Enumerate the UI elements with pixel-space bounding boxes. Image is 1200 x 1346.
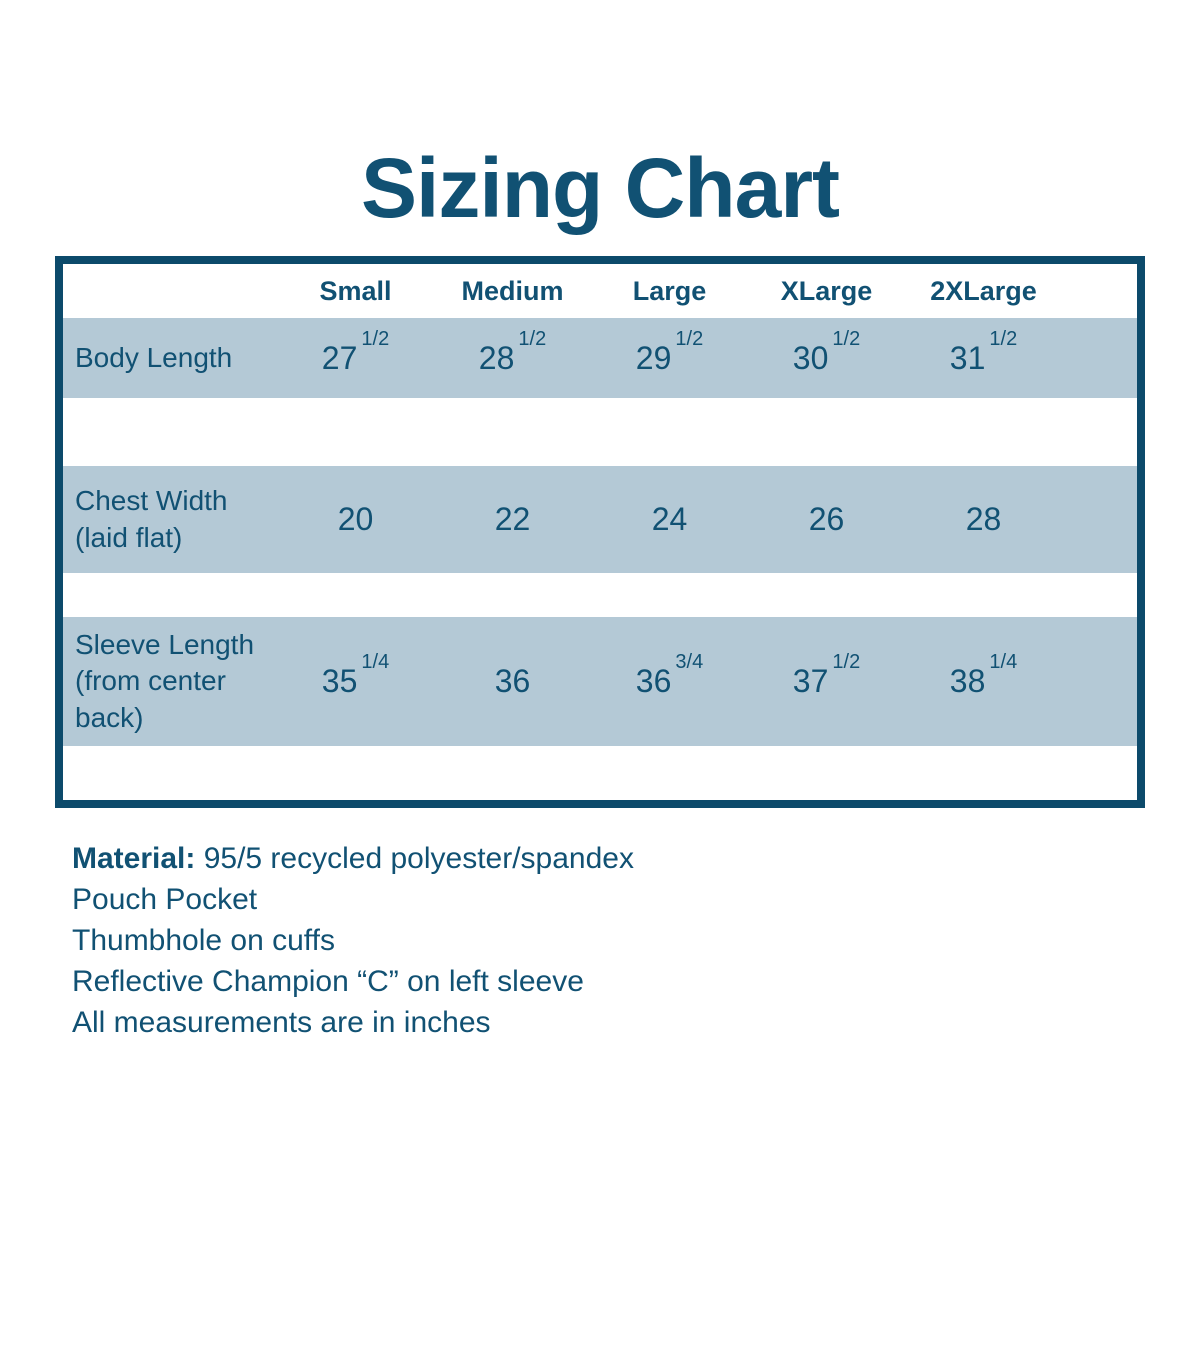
value-fraction: 1/4	[361, 651, 390, 674]
size-value: 24	[591, 501, 748, 538]
note-thumbhole: Thumbhole on cuffs	[72, 924, 335, 957]
value-whole: 28	[965, 501, 1002, 537]
row-spacer	[63, 398, 1137, 466]
note-material-label: Material:	[72, 842, 196, 875]
note-measurements: All measurements are in inches	[72, 1006, 491, 1039]
value-whole: 37	[792, 663, 829, 699]
column-header-large: Large	[632, 275, 707, 306]
table-row-sleeve-length: Sleeve Length (from center back) 351/4 3…	[63, 617, 1137, 746]
row-label-sleeve-length: Sleeve Length (from center back)	[63, 627, 277, 736]
row-label-line: back)	[75, 701, 144, 733]
value-whole: 29	[635, 339, 672, 376]
table-row-chest-width: Chest Width (laid flat) 20 22 24 26 28	[63, 466, 1137, 573]
value-fraction: 1/2	[518, 327, 547, 350]
value-fraction: 1/2	[832, 327, 861, 350]
size-value: 28	[905, 501, 1062, 538]
value-fraction: 1/2	[989, 327, 1018, 350]
value-whole: 35	[321, 663, 358, 699]
table-row-body-length: Body Length 271/2 281/2 291/2 301/2 311/…	[63, 318, 1137, 398]
value-whole: 30	[792, 339, 829, 376]
size-value: 291/2	[591, 328, 748, 377]
note-material-value: 95/5 recycled polyester/spandex	[195, 842, 634, 875]
value-whole: 38	[949, 663, 986, 699]
value-fraction: 1/2	[361, 327, 390, 350]
row-label-chest-width: Chest Width (laid flat)	[63, 483, 277, 556]
size-value: 22	[434, 501, 591, 538]
size-value: 381/4	[905, 651, 1062, 700]
value-fraction: 1/2	[832, 651, 861, 674]
size-value: 301/2	[748, 328, 905, 377]
table-header-row: Small Medium Large XLarge 2XLarge	[63, 264, 1137, 318]
value-fraction: 1/4	[989, 651, 1018, 674]
value-whole: 22	[494, 501, 531, 537]
size-value: 311/2	[905, 328, 1062, 377]
size-value: 371/2	[748, 651, 905, 700]
note-reflective-c: Reflective Champion “C” on left sleeve	[72, 965, 584, 998]
row-label-line: (from center	[75, 665, 226, 697]
value-whole: 24	[651, 501, 688, 537]
value-whole: 31	[949, 339, 986, 376]
page-title: Sizing Chart	[360, 141, 840, 235]
value-whole: 36	[494, 663, 531, 699]
column-header-small: Small	[319, 275, 392, 306]
value-whole: 20	[337, 501, 374, 537]
size-value: 36	[434, 663, 591, 700]
size-value: 351/4	[277, 651, 434, 700]
value-fraction: 3/4	[675, 651, 704, 674]
note-material: Material: 95/5 recycled polyester/spande…	[72, 838, 1200, 879]
value-whole: 26	[808, 501, 845, 537]
column-header-xlarge: XLarge	[780, 275, 873, 306]
row-label-body-length: Body Length	[63, 340, 277, 376]
column-header-medium: Medium	[461, 275, 564, 306]
row-label-line: (laid flat)	[75, 521, 183, 553]
size-value: 281/2	[434, 328, 591, 377]
row-label-line: Body Length	[75, 341, 233, 373]
column-header-2xlarge: 2XLarge	[930, 275, 1037, 306]
value-whole: 36	[635, 663, 672, 699]
row-label-line: Sleeve Length	[75, 628, 255, 660]
size-value: 20	[277, 501, 434, 538]
note-pouch-pocket: Pouch Pocket	[72, 883, 258, 916]
size-value: 363/4	[591, 651, 748, 700]
value-fraction: 1/2	[675, 327, 704, 350]
row-spacer	[63, 573, 1137, 617]
size-value: 271/2	[277, 328, 434, 377]
sizing-table: Small Medium Large XLarge 2XLarge Body L…	[55, 256, 1145, 808]
product-notes: Material: 95/5 recycled polyester/spande…	[72, 838, 1200, 1043]
value-whole: 27	[321, 339, 358, 376]
row-label-line: Chest Width	[75, 485, 228, 517]
value-whole: 28	[478, 339, 515, 376]
size-value: 26	[748, 501, 905, 538]
